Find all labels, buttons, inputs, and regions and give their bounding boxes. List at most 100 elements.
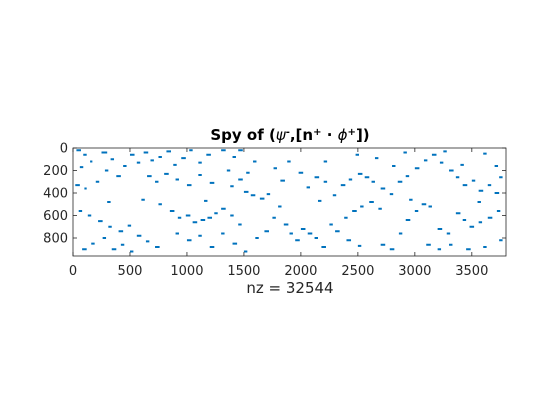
nonzero-mark [207, 216, 213, 219]
nonzero-mark [314, 176, 320, 179]
nonzero-mark [494, 192, 500, 194]
nonzero-mark [173, 163, 177, 166]
nonzero-mark [272, 216, 276, 219]
nonzero-mark [123, 165, 127, 167]
nonzero-mark [443, 150, 447, 153]
nonzero-mark [150, 159, 154, 162]
nonzero-mark [264, 230, 269, 233]
nonzero-mark [141, 198, 145, 201]
nonzero-mark [226, 169, 231, 172]
nonzero-mark [166, 150, 171, 153]
nonzero-mark [186, 184, 192, 187]
nonzero-mark [175, 178, 179, 181]
nonzero-mark [110, 158, 115, 161]
x-tick-label: 2500 [341, 264, 374, 279]
nonzero-mark [317, 199, 322, 202]
nonzero-mark [355, 153, 360, 156]
nonzero-mark [273, 167, 277, 170]
nonzero-mark [87, 214, 92, 217]
nonzero-mark [437, 228, 443, 230]
nonzero-mark [437, 248, 442, 251]
nonzero-mark [346, 239, 352, 242]
nonzero-mark [255, 237, 259, 239]
nonzero-mark [329, 223, 333, 226]
nonzero-mark [129, 250, 134, 253]
nonzero-mark [221, 207, 226, 210]
nonzero-mark [250, 194, 256, 197]
y-tick-label: 0 [60, 142, 68, 157]
nonzero-mark [455, 176, 460, 179]
nonzero-mark [323, 160, 328, 163]
nonzero-mark [499, 239, 503, 242]
nonzero-mark [230, 185, 234, 188]
nonzero-mark [91, 242, 95, 245]
nonzero-mark [246, 171, 250, 174]
nonzero-mark [392, 165, 396, 167]
nonzero-mark [214, 212, 218, 215]
nonzero-mark [314, 237, 318, 239]
x-axis: 0 500 1000 1500 2000 2500 3000 3500 [69, 148, 488, 279]
nonzero-mark [238, 149, 243, 152]
nonzero-mark [98, 220, 103, 223]
nonzero-mark [283, 223, 289, 226]
nonzero-mark [129, 153, 135, 156]
nonzero-mark [426, 243, 431, 246]
nonzero-mark [136, 161, 141, 164]
y-axis: 0 200 400 600 800 [43, 142, 506, 247]
nonzero-mark [478, 189, 484, 192]
nonzero-mark [496, 210, 501, 212]
nonzero-mark [107, 201, 111, 203]
nonzero-mark [155, 246, 160, 248]
nonzero-mark [360, 205, 364, 208]
nonzero-mark [494, 165, 499, 167]
nonzero-mark [423, 159, 428, 162]
nonzero-mark [221, 149, 226, 152]
nonzero-mark [298, 171, 304, 174]
y-tick-label: 400 [43, 187, 68, 202]
nonzero-mark [431, 153, 437, 156]
x-tick-label: 1500 [227, 264, 260, 279]
nonzero-mark [414, 167, 420, 170]
nonzero-mark [143, 151, 149, 154]
y-tick-label: 600 [43, 209, 68, 224]
nonzero-mark [238, 178, 243, 181]
nonzero-mark [289, 232, 293, 235]
nonzero-mark [439, 161, 444, 164]
nonzero-mark [344, 216, 348, 219]
nonzero-mark [158, 203, 162, 206]
nonzero-mark [181, 157, 186, 160]
nonzero-mark [487, 216, 493, 219]
nonzero-mark [158, 156, 162, 158]
nonzero-mark [280, 179, 285, 182]
nonzero-mark [108, 225, 112, 228]
nonzero-mark [206, 153, 211, 156]
nonzero-mark [323, 180, 328, 183]
nonzero-mark [477, 201, 481, 203]
nonzero-mark [307, 232, 313, 235]
nonzero-mark [198, 161, 202, 164]
nonzero-mark [462, 184, 468, 187]
nonzero-mark [352, 210, 357, 212]
nonzero-mark [198, 234, 202, 237]
nonzero-mark [253, 160, 257, 163]
x-tick-label: 2000 [284, 264, 317, 279]
nonzero-mark [449, 243, 453, 246]
nonzero-mark [136, 234, 142, 237]
x-tick-label: 0 [69, 264, 77, 279]
nonzero-mark [101, 151, 108, 154]
nonzero-mark [78, 210, 83, 212]
nonzero-mark [169, 210, 175, 212]
nonzero-mark [380, 187, 386, 190]
nonzero-mark [414, 210, 419, 212]
nonzero-mark [75, 184, 80, 187]
nonzero-mark [192, 221, 198, 224]
nonzero-mark [389, 193, 394, 196]
nonzero-mark [102, 237, 107, 239]
nonzero-mark [340, 184, 346, 187]
nonzero-mark [332, 194, 337, 197]
nonzero-mark [364, 176, 370, 179]
chart-title: Spy of (ψ-,[n+ · ϕ+]) [210, 126, 369, 144]
nonzero-mark [449, 169, 454, 172]
nonzero-mark [357, 244, 362, 247]
